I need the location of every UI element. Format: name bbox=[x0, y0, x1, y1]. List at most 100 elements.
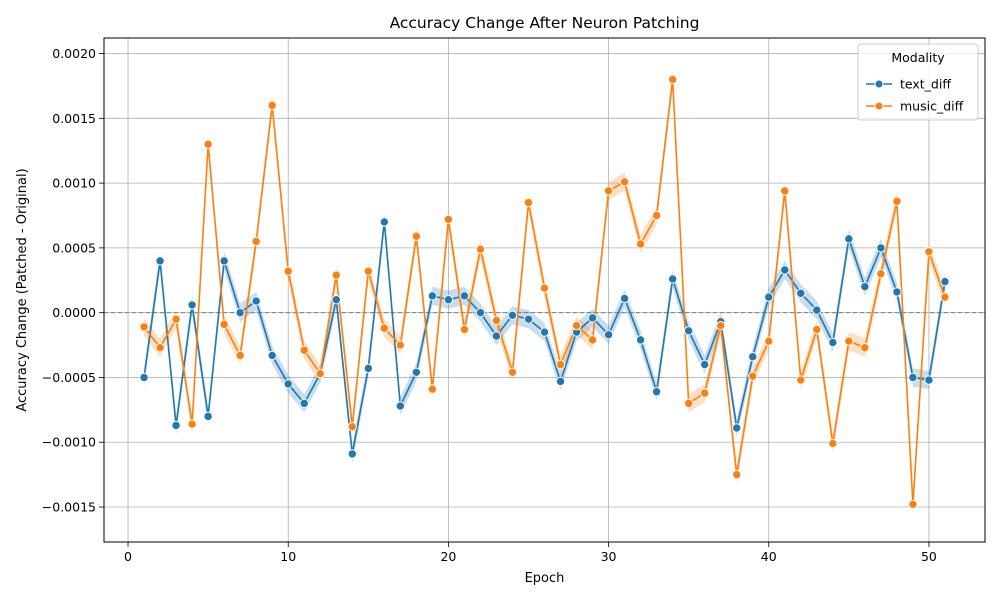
music_diff-point bbox=[892, 196, 902, 206]
music_diff-point bbox=[940, 292, 950, 302]
text_diff-point bbox=[651, 387, 662, 397]
legend-music_diff-label: music_diff bbox=[900, 99, 964, 114]
music_diff-point bbox=[475, 244, 486, 254]
text_diff-point bbox=[844, 234, 854, 244]
text_diff-point bbox=[619, 293, 630, 304]
text_diff-point bbox=[443, 295, 454, 305]
text_diff-point bbox=[379, 217, 390, 227]
music_diff-point bbox=[571, 320, 582, 331]
music_diff-point bbox=[667, 74, 678, 85]
music_diff-point bbox=[812, 324, 822, 335]
music_diff-point bbox=[331, 270, 341, 280]
y-axis-ticks: −0.0015 −0.0010 −0.0005 0.0000 0.0005 0.0010 0… bbox=[42, 46, 104, 515]
legend-items: text_diff music_diff bbox=[866, 77, 964, 114]
music_diff-point bbox=[267, 100, 277, 111]
music_diff-point bbox=[683, 398, 694, 409]
music_diff-point bbox=[699, 388, 710, 398]
music_diff-point bbox=[411, 231, 422, 241]
music_diff-point bbox=[908, 499, 918, 510]
music_diff-point bbox=[539, 283, 550, 293]
text_diff-point bbox=[732, 423, 742, 433]
music_diff-point bbox=[924, 247, 934, 257]
chart-title: Accuracy Change After Neuron Patching bbox=[390, 14, 700, 32]
music_diff-point bbox=[780, 186, 790, 196]
text_diff-point bbox=[748, 352, 758, 362]
music_diff-point bbox=[363, 266, 373, 276]
text_diff-point bbox=[908, 372, 918, 383]
music_diff-point bbox=[491, 315, 502, 326]
music_diff-point bbox=[635, 239, 646, 249]
music_diff-point bbox=[459, 324, 470, 335]
text_diff-point bbox=[876, 243, 886, 253]
text_diff-point bbox=[796, 288, 806, 298]
legend-title: Modality bbox=[891, 50, 945, 65]
text_diff-point bbox=[587, 313, 598, 323]
text_diff-point bbox=[764, 292, 774, 302]
text_diff-point bbox=[940, 276, 950, 287]
text_diff-point bbox=[828, 337, 838, 348]
text_diff-point bbox=[699, 359, 710, 370]
text_diff-point bbox=[267, 350, 277, 361]
text_diff-point bbox=[347, 449, 357, 459]
legend-box bbox=[857, 43, 979, 121]
text_diff-point bbox=[299, 398, 309, 409]
text_diff-point bbox=[667, 274, 678, 284]
music_diff-point bbox=[732, 469, 742, 480]
music_diff-point bbox=[764, 336, 774, 346]
text_diff-point bbox=[171, 420, 181, 431]
text_diff-confidence-band bbox=[144, 212, 945, 463]
x-tick-label: 10 bbox=[280, 549, 296, 564]
x-tick-label: 50 bbox=[921, 549, 937, 564]
text_diff-point bbox=[203, 411, 213, 422]
music_diff-point bbox=[219, 319, 229, 330]
text_diff-point bbox=[555, 376, 566, 387]
x-axis-label: Epoch bbox=[525, 571, 565, 586]
music_diff-point bbox=[187, 419, 197, 429]
text_diff-point bbox=[235, 307, 245, 318]
text_diff-point bbox=[635, 335, 646, 345]
y-tick-label: −0.0010 bbox=[42, 435, 96, 450]
y-tick-label: 0.0005 bbox=[52, 240, 96, 255]
music_diff-point bbox=[748, 371, 758, 381]
music_diff-point bbox=[395, 340, 406, 350]
text_diff-point bbox=[139, 372, 149, 383]
music_diff-point bbox=[828, 438, 838, 449]
music_diff-point bbox=[235, 350, 245, 361]
grid-lines bbox=[104, 38, 985, 542]
music_diff-point bbox=[651, 210, 662, 221]
text_diff-point bbox=[475, 307, 486, 318]
y-tick-label: −0.0005 bbox=[42, 370, 96, 385]
y-tick-label: 0.0020 bbox=[52, 46, 96, 61]
music_diff-point bbox=[716, 320, 726, 331]
x-tick-label: 20 bbox=[440, 549, 456, 564]
text_diff-point bbox=[411, 367, 422, 377]
music_diff-point bbox=[283, 266, 293, 276]
y-tick-label: 0.0010 bbox=[52, 176, 96, 191]
text_diff-point bbox=[187, 300, 197, 310]
music_diff-point bbox=[315, 368, 325, 379]
music_diff-point bbox=[619, 177, 630, 187]
text_diff-point bbox=[683, 326, 694, 336]
music_diff-point bbox=[299, 345, 309, 355]
text_diff-point bbox=[780, 265, 790, 275]
music_diff-point bbox=[523, 197, 534, 208]
legend-music_diff-marker bbox=[874, 101, 884, 111]
plot-frame bbox=[103, 37, 986, 543]
music_diff-point bbox=[251, 236, 261, 247]
music_diff-point bbox=[427, 384, 438, 394]
y-axis-label: Accuracy Change (Patched - Original) bbox=[15, 168, 30, 411]
text_diff-point bbox=[283, 379, 293, 389]
text_diff-point bbox=[812, 305, 822, 315]
text_diff-point bbox=[331, 295, 341, 305]
music_diff-point bbox=[155, 342, 165, 353]
series-points bbox=[139, 74, 950, 510]
text_diff-point bbox=[860, 282, 870, 292]
legend-text_diff-label: text_diff bbox=[900, 77, 951, 92]
legend-text_diff-marker bbox=[874, 79, 884, 89]
music_diff-point bbox=[507, 367, 518, 377]
music_diff-point bbox=[443, 214, 454, 225]
music_diff-point bbox=[379, 323, 390, 333]
x-tick-label: 30 bbox=[601, 549, 617, 564]
y-tick-label: 0.0015 bbox=[52, 111, 96, 126]
music_diff-point bbox=[876, 269, 886, 279]
